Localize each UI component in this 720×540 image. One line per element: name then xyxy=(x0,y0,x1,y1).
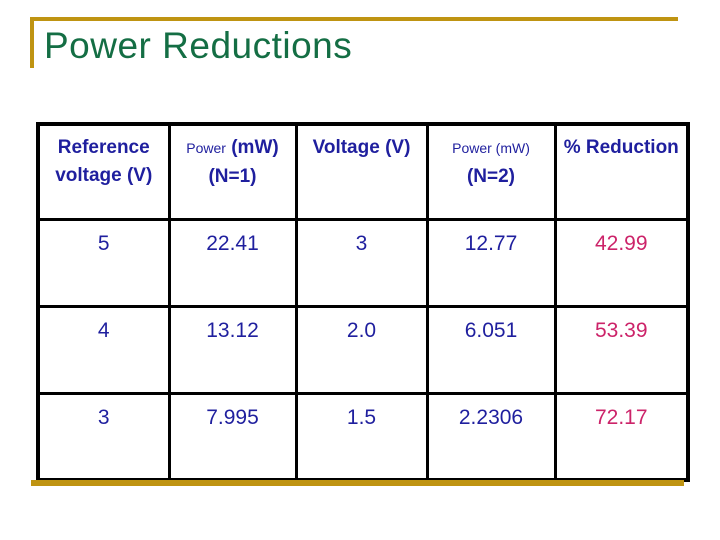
table-bottom-shadow xyxy=(31,480,684,486)
header-power-n1: Power (mW) (N=1) xyxy=(167,122,298,221)
header-text: % Reduction xyxy=(563,137,679,158)
table-cell-pct-reduction: 72.17 xyxy=(553,391,690,482)
page-title: Power Reductions xyxy=(44,25,353,66)
table-header-row: Reference voltage (V) Power (mW) (N=1) V… xyxy=(36,122,690,221)
header-text: (N=2) xyxy=(466,166,516,187)
table-cell: 6.051 xyxy=(425,304,557,395)
table-cell: 7.995 xyxy=(167,391,298,482)
table-row: 4 13.12 2.0 6.051 53.39 xyxy=(36,304,690,395)
table-cell: 2.0 xyxy=(294,304,429,395)
table-cell: 5 xyxy=(36,217,171,308)
header-text: Reference xyxy=(57,137,150,158)
table-cell: 1.5 xyxy=(294,391,429,482)
power-reductions-table: Reference voltage (V) Power (mW) (N=1) V… xyxy=(36,122,690,482)
header-text: Power (mW) xyxy=(452,140,530,156)
title-left-rule xyxy=(30,17,34,68)
header-text: (N=1) xyxy=(208,166,257,187)
table-header: Reference voltage (V) Power (mW) (N=1) V… xyxy=(36,122,690,221)
table-cell-pct-reduction: 42.99 xyxy=(553,217,690,308)
table-cell: 2.2306 xyxy=(425,391,557,482)
table-cell: 13.12 xyxy=(167,304,298,395)
table-body: 5 22.41 3 12.77 42.99 4 13.12 2.0 6.051 53.39 3 7.9… xyxy=(36,217,690,482)
header-text: Voltage (V) xyxy=(312,137,411,158)
header-text: Power xyxy=(186,140,226,156)
table-cell: 12.77 xyxy=(425,217,557,308)
header-reference-voltage: Reference voltage (V) xyxy=(36,122,171,221)
table-cell: 4 xyxy=(36,304,171,395)
header-voltage: Voltage (V) xyxy=(294,122,429,221)
table-cell-pct-reduction: 53.39 xyxy=(553,304,690,395)
header-text: (mW) xyxy=(231,137,279,158)
title-top-rule xyxy=(30,17,678,21)
table-cell: 22.41 xyxy=(167,217,298,308)
header-power-n2: Power (mW) (N=2) xyxy=(425,122,557,221)
header-text: voltage (V) xyxy=(55,165,153,186)
table-cell: 3 xyxy=(294,217,429,308)
table-row: 5 22.41 3 12.77 42.99 xyxy=(36,217,690,308)
table-cell: 3 xyxy=(36,391,171,482)
header-pct-reduction: % Reduction xyxy=(553,122,690,221)
table-row: 3 7.995 1.5 2.2306 72.17 xyxy=(36,391,690,482)
